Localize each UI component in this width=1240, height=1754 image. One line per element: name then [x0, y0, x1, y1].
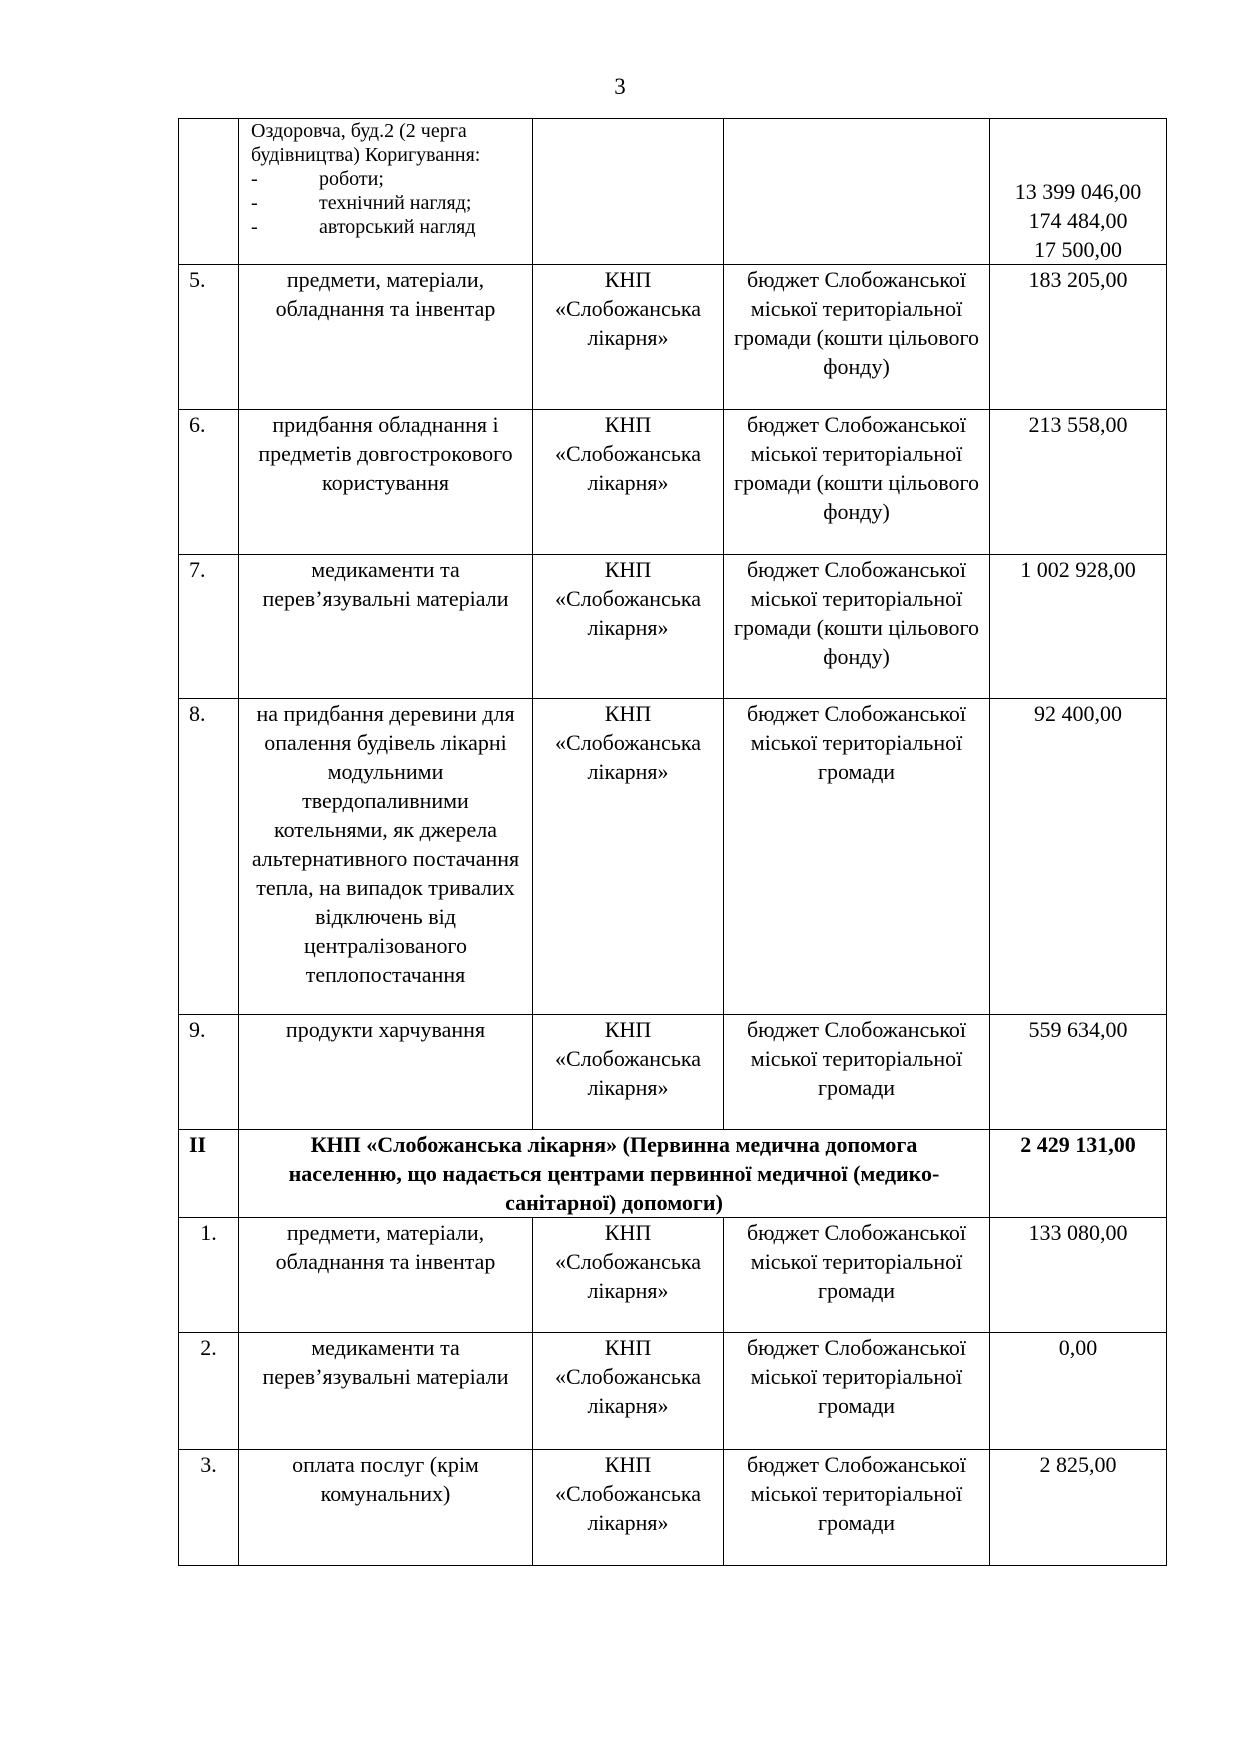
budget-table: Оздоровча, буд.2 (2 черга будівництва) К…: [178, 118, 1167, 1566]
table-row: 5. предмети, матеріали, обладнання та інв…: [178, 264, 1167, 410]
amount: 1 002 928,00: [989, 554, 1167, 699]
section-amount: 2 429 131,00: [989, 1129, 1167, 1218]
table-row: 3. оплата послуг (крім комунальних) КНП «С…: [178, 1449, 1167, 1566]
funding-source: бюджет Слобожанської міської територіаль…: [723, 1217, 990, 1333]
item-name: оплата послуг (крім комунальних): [238, 1449, 533, 1566]
table-row: 8. на придбання деревини для опалення буд…: [178, 698, 1167, 1015]
executor: КНП «Слобожанська лікарня»: [532, 264, 724, 410]
row-number: 3.: [178, 1449, 239, 1566]
funding-source: бюджет Слобожанської міської територіаль…: [723, 1332, 990, 1450]
executor: КНП «Слобожанська лікарня»: [532, 1449, 724, 1566]
funding-source: бюджет Слобожанської міської територіаль…: [723, 1014, 990, 1130]
row-number: 5.: [178, 264, 239, 410]
executor: КНП «Слобожанська лікарня»: [532, 409, 724, 555]
amount: 2 825,00: [989, 1449, 1167, 1566]
table-row: 6. придбання обладнання і предметів довго…: [178, 409, 1167, 555]
row-number: 8.: [178, 698, 239, 1015]
amount: 0,00: [989, 1332, 1167, 1450]
funding-source: бюджет Слобожанської міської територіаль…: [723, 554, 990, 699]
item-name: медикаменти та перев’язувальні матеріали: [238, 1332, 533, 1450]
continuation-description: Оздоровча, буд.2 (2 черга будівництва) К…: [238, 118, 533, 265]
row-number: 1.: [178, 1217, 239, 1333]
funding-source: бюджет Слобожанської міської територіаль…: [723, 1449, 990, 1566]
funding-source: бюджет Слобожанської міської територіаль…: [723, 698, 990, 1015]
table-row: 2. медикаменти та перев’язувальні матеріа…: [178, 1332, 1167, 1450]
executor: КНП «Слобожанська лікарня»: [532, 698, 724, 1015]
executor: КНП «Слобожанська лікарня»: [532, 1332, 724, 1450]
row-number: 7.: [178, 554, 239, 699]
executor: КНП «Слобожанська лікарня»: [532, 1014, 724, 1130]
table-row: 7. медикаменти та перев’язувальні матеріа…: [178, 554, 1167, 699]
item-name: придбання обладнання і предметів довгост…: [238, 409, 533, 555]
row-number: 9.: [178, 1014, 239, 1130]
funding-source: бюджет Слобожанської міської територіаль…: [723, 264, 990, 410]
item-name: предмети, матеріали, обладнання та інвен…: [238, 1217, 533, 1333]
amount: 559 634,00: [989, 1014, 1167, 1130]
executor: КНП «Слобожанська лікарня»: [532, 554, 724, 699]
item-name: предмети, матеріали, обладнання та інвен…: [238, 264, 533, 410]
section-header-row: II КНП «Слобожанська лікарня» (Первинна м…: [178, 1129, 1167, 1218]
table-row: 1. предмети, матеріали, обладнання та інв…: [178, 1217, 1167, 1333]
amount: 133 080,00: [989, 1217, 1167, 1333]
table-row-continuation: Оздоровча, буд.2 (2 черга будівництва) К…: [178, 118, 1167, 265]
item-name: на придбання деревини для опалення будів…: [238, 698, 533, 1015]
row-number: 6.: [178, 409, 239, 555]
item-name: продукти харчування: [238, 1014, 533, 1130]
executor: КНП «Слобожанська лікарня»: [532, 1217, 724, 1333]
section-title: КНП «Слобожанська лікарня» (Первинна мед…: [238, 1129, 990, 1218]
table-row: 9. продукти харчування КНП «Слобожанська л…: [178, 1014, 1167, 1130]
amount: 92 400,00: [989, 698, 1167, 1015]
continuation-amounts: 13 399 046,00 174 484,00 17 500,00: [989, 118, 1167, 265]
amount: 213 558,00: [989, 409, 1167, 555]
row-number: 2.: [178, 1332, 239, 1450]
item-name: медикаменти та перев’язувальні матеріали: [238, 554, 533, 699]
section-number: II: [178, 1129, 239, 1218]
funding-source: бюджет Слобожанської міської територіаль…: [723, 409, 990, 555]
amount: 183 205,00: [989, 264, 1167, 410]
page-number: 3: [614, 74, 626, 99]
